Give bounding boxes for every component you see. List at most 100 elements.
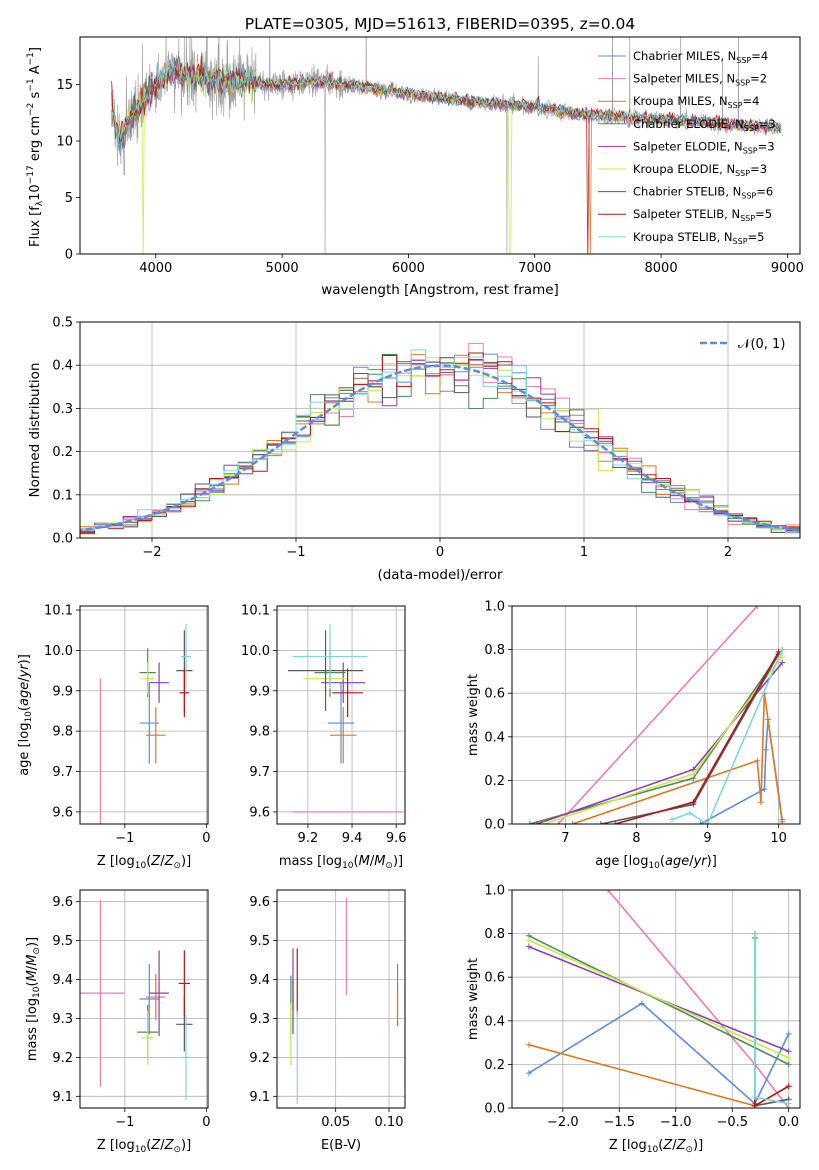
weight-marker [785,1048,792,1055]
weight-z-ylabel: mass weight [466,958,481,1040]
y-tick-label: 0.4 [52,359,73,374]
weight-marker [526,821,533,824]
gaussian-legend-label: 𝒩(0, 1) [738,337,785,352]
age-z-grid [80,606,208,824]
y-tick-label: 9.2 [249,1051,270,1066]
x-tick-label: −1 [115,1115,134,1130]
weight-line-kroupa_elodie [528,939,790,1059]
mass-z-xlabel: Z [log10(Z/Z⊙)] [97,1138,191,1155]
age-z-panel: −1 09.69.79.89.910.010.1 Z [log10(Z/Z⊙)] … [17,604,211,871]
legend-label: Salpeter STELIB, NSSP=5 [633,207,772,223]
weight-line-salpeter_stelib [754,933,790,1108]
mass-ebv-frame [276,889,406,1109]
weight-marker [541,821,547,824]
weight-marker [754,757,761,764]
x-tick-label: 7000 [518,261,551,276]
observed-spectrum-line [111,37,782,254]
residual-legend: 𝒩(0, 1) [700,337,785,352]
mass-ebv-xlabel: E(B-V) [321,1138,361,1153]
y-tick-label: 0.0 [484,1102,505,1117]
weight-age-panel: 7 8 9 10 0.0 0.2 0.4 0.6 0.8 1.0 age [log10(age/y… [466,600,801,871]
weight-age-ticks: 7 8 9 10 0.0 0.2 0.4 0.6 0.8 1.0 [484,600,787,847]
mass-z-panel: −1 0 9.1 9.2 9.3 9.4 9.5 9.6 Z [log10(Z/Z⊙)] ma… [25,889,211,1155]
weight-marker [785,1030,792,1037]
spectrum-xlabel: wavelength [Angstrom, rest frame] [321,282,559,298]
residual-bars [80,342,800,536]
y-tick-label: 9.1 [249,1090,270,1105]
svg-text:Flux [fλ10−17 erg cm−2 s−1 A−1: Flux [fλ10−17 erg cm−2 s−1 A−1] [26,47,45,247]
weight-age-grid [512,605,800,825]
y-tick-label: 0.8 [484,927,505,942]
y-tick-label: 9.8 [249,725,270,740]
y-tick-label: 9.5 [52,934,73,949]
y-tick-label: 9.7 [249,765,270,780]
weight-marker [605,890,611,893]
legend-label: Chabrier MILES, NSSP=4 [633,49,768,65]
y-tick-label: 0.2 [52,445,73,460]
weight-marker [785,1061,792,1068]
x-tick-label: −2 [142,545,161,560]
y-tick-label: 9.3 [52,1012,73,1027]
age-z-xlabel: Z [log10(Z/Z⊙)] [97,854,191,871]
weight-marker [569,821,576,824]
y-tick-label: 0.6 [484,687,505,702]
y-tick-label: 0.3 [52,402,73,417]
y-tick-label: 0.4 [484,1014,505,1029]
weight-marker [754,606,761,609]
figure-title: PLATE=0305, MJD=51613, FIBERID=0395, z=0… [245,15,635,33]
x-tick-label: 0.10 [375,1115,404,1130]
y-tick-label: 9.5 [249,934,270,949]
weight-marker [785,1083,792,1090]
x-tick-label: 9 [703,831,711,846]
y-tick-label: 0.8 [484,643,505,658]
weight-marker [597,821,604,824]
legend-label: Chabrier ELODIE, NSSP=3 [633,117,776,133]
y-tick-label: 10.1 [44,604,73,619]
spectrum-frame [79,36,801,255]
mass-ebv-points [290,897,399,1105]
y-tick-label: 9.6 [52,895,73,910]
weight-age-lines [526,606,786,824]
model-spectrum-salpeter_stelib [111,55,782,254]
spectrum-panel: 4000 5000 6000 7000 8000 9000 0 5 10 15 wavelengt… [26,36,804,298]
weight-line-kroupa_stelib [671,649,783,824]
residual-panel: −2 −1 0 1 2 0.0 0.1 0.2 0.3 0.4 0.5 (data-model)/e… [27,316,801,583]
spectrum-ylabel: Flux [fλ10−17 erg cm−2 s−1 A−1] [26,47,45,247]
x-tick-label: 7 [561,831,569,846]
y-tick-label: 0.5 [52,316,73,331]
x-tick-label: −0.5 [716,1115,748,1130]
weight-age-xlabel: age [log10(age/yr)] [595,854,717,871]
weight-marker [785,1054,792,1061]
residual-ticks: −2 −1 0 1 2 0.0 0.1 0.2 0.3 0.4 0.5 [52,316,732,561]
y-tick-label: 15 [56,78,73,93]
legend-label: Chabrier STELIB, NSSP=6 [633,185,773,201]
weight-marker [704,821,711,824]
y-tick-label: 9.1 [52,1090,73,1105]
age-z-points [99,624,193,824]
x-tick-label: 9.6 [386,831,407,846]
x-tick-label: 9000 [771,261,804,276]
y-tick-label: 1.0 [484,884,505,899]
y-tick-label: 9.7 [52,765,73,780]
weight-marker [612,821,619,824]
weight-marker [525,943,532,950]
weight-marker [555,821,562,824]
x-tick-label: 9.4 [342,831,363,846]
x-tick-label: 0 [202,831,210,846]
weight-marker [690,770,697,777]
x-tick-label: 8 [632,831,640,846]
age-mass-panel: 9.2 9.4 9.6 9.6 9.7 9.8 9.9 10.0 10.1 mass [log1… [241,604,406,871]
y-tick-label: 9.6 [249,805,270,820]
weight-z-lines [525,890,792,1108]
weight-marker [779,646,786,653]
weight-marker [751,930,758,937]
weight-marker [690,799,697,806]
x-tick-label: −2.0 [547,1115,579,1130]
legend-label: Kroupa STELIB, NSSP=5 [633,230,764,246]
legend-label: Salpeter MILES, NSSP=2 [633,72,767,88]
weight-line-chabrier_miles [528,1002,790,1105]
age-mass-xlabel: mass [log10(M/M⊙)] [279,854,403,871]
legend-label: Kroupa MILES, NSSP=4 [633,94,759,110]
y-tick-label: 5 [65,191,73,206]
